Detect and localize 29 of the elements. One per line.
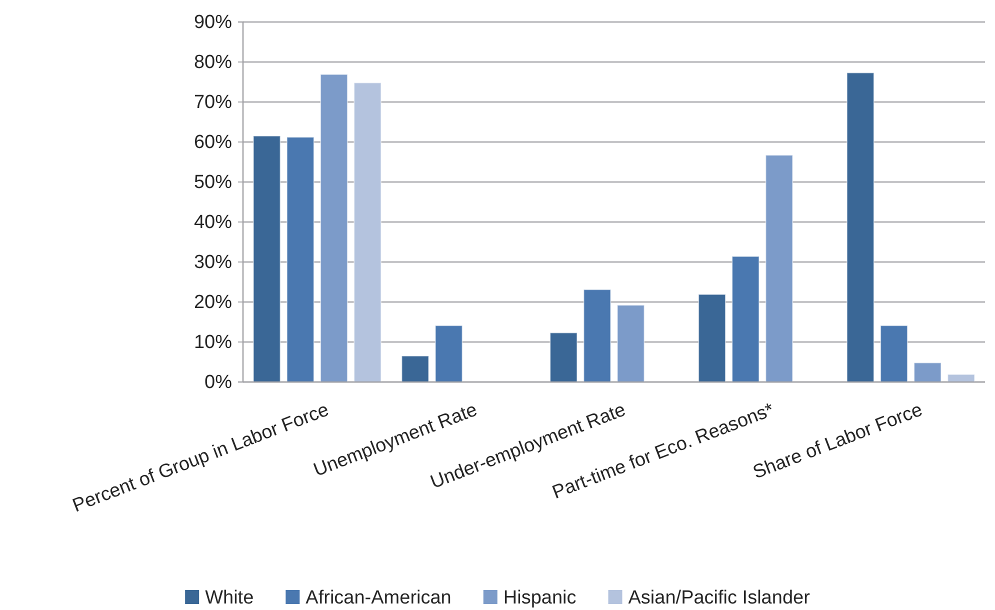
legend-label: White xyxy=(205,588,254,609)
bar xyxy=(616,304,645,382)
y-tick-label: 60% xyxy=(194,132,232,154)
y-tick-label: 70% xyxy=(194,92,232,114)
bar xyxy=(765,154,794,382)
y-tick-label: 20% xyxy=(194,292,232,314)
legend-label: Hispanic xyxy=(503,588,576,609)
bar xyxy=(583,289,612,382)
bar xyxy=(846,72,874,382)
bar xyxy=(732,256,760,382)
bar xyxy=(550,332,578,382)
bar xyxy=(286,136,314,382)
bar xyxy=(698,294,726,382)
y-tick-label: 40% xyxy=(194,212,232,234)
y-tick-label: 10% xyxy=(194,332,232,354)
bar xyxy=(434,325,463,382)
y-tick-label: 0% xyxy=(204,372,232,394)
legend-label: Asian/Pacific Islander xyxy=(628,588,811,609)
y-tick-label: 50% xyxy=(194,172,232,194)
legend-label: African-American xyxy=(306,588,452,609)
bar xyxy=(880,325,908,382)
bar xyxy=(401,356,430,382)
bar xyxy=(320,74,348,382)
y-tick-label: 30% xyxy=(194,252,232,274)
bar xyxy=(914,362,942,382)
y-tick-label: 80% xyxy=(194,52,232,74)
y-tick-label: 90% xyxy=(194,12,232,34)
bar xyxy=(252,136,281,382)
bar xyxy=(354,82,382,382)
